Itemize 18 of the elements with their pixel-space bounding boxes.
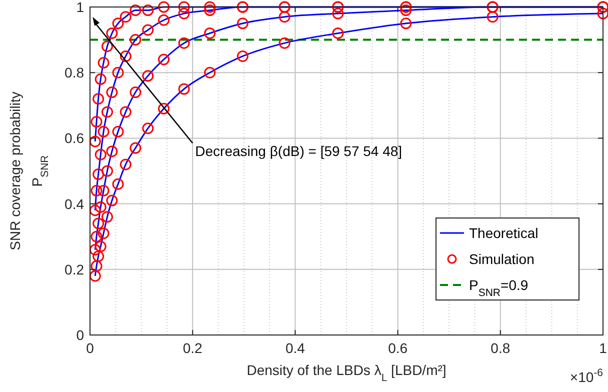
x-axis-title: Density of the LBDs λ$_{L}$ [LBD/m²] bbox=[246, 362, 446, 384]
y-tick-label: 0 bbox=[76, 327, 84, 343]
y-tick-label: 1 bbox=[76, 0, 84, 15]
legend-label: Simulation bbox=[469, 251, 534, 267]
y-tick-label: 0.4 bbox=[64, 196, 84, 212]
x-tick-label: 0.2 bbox=[182, 340, 203, 356]
legend-label: P$_{SNR}$=0.9 bbox=[469, 277, 528, 299]
text: ×10$^{-6}$ bbox=[570, 367, 604, 385]
y-tick-label: 0.6 bbox=[64, 130, 84, 146]
x-tick-label: 0 bbox=[86, 340, 94, 356]
annotation: Decreasing β(dB) = [59 57 54 48] bbox=[195, 143, 402, 160]
x-tick-label: 1 bbox=[599, 340, 608, 356]
legend-label: Theoretical bbox=[469, 225, 538, 241]
x-tick-label: 0.8 bbox=[490, 340, 510, 356]
x-tick-label: 0.6 bbox=[388, 340, 408, 356]
x-tick-label: 0.4 bbox=[285, 340, 306, 356]
y-tick-label: 0.2 bbox=[64, 261, 84, 278]
y-tick-label: 0.8 bbox=[64, 64, 84, 81]
